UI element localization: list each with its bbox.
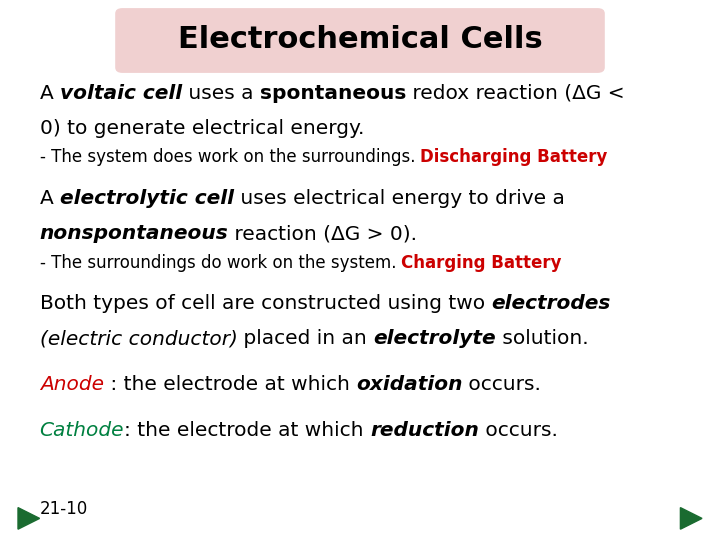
Text: electrolyte: electrolyte xyxy=(374,329,496,348)
Text: oxidation: oxidation xyxy=(356,375,462,394)
Text: reduction: reduction xyxy=(370,421,479,440)
Text: Discharging Battery: Discharging Battery xyxy=(420,148,608,166)
Text: occurs.: occurs. xyxy=(462,375,541,394)
Text: uses electrical energy to drive a: uses electrical energy to drive a xyxy=(234,189,564,208)
Text: nonspontaneous: nonspontaneous xyxy=(40,224,228,243)
Text: (electric conductor): (electric conductor) xyxy=(40,329,238,348)
Text: uses a: uses a xyxy=(182,84,260,103)
FancyBboxPatch shape xyxy=(115,8,605,73)
Text: - The system does work on the surroundings.: - The system does work on the surroundin… xyxy=(40,148,420,166)
Text: Cathode: Cathode xyxy=(40,421,124,440)
Text: placed in an: placed in an xyxy=(238,329,374,348)
Text: spontaneous: spontaneous xyxy=(260,84,406,103)
Polygon shape xyxy=(18,508,40,529)
Text: 0) to generate electrical energy.: 0) to generate electrical energy. xyxy=(40,119,364,138)
Text: Both types of cell are constructed using two: Both types of cell are constructed using… xyxy=(40,294,491,313)
Text: solution.: solution. xyxy=(496,329,589,348)
Text: - The surroundings do work on the system.: - The surroundings do work on the system… xyxy=(40,254,401,272)
Text: Charging Battery: Charging Battery xyxy=(401,254,562,272)
Text: Anode: Anode xyxy=(40,375,104,394)
Text: : the electrode at which: : the electrode at which xyxy=(124,421,370,440)
Text: occurs.: occurs. xyxy=(479,421,558,440)
Polygon shape xyxy=(680,508,702,529)
Text: Electrochemical Cells: Electrochemical Cells xyxy=(178,25,542,54)
Text: : the electrode at which: : the electrode at which xyxy=(104,375,356,394)
Text: redox reaction (ΔG <: redox reaction (ΔG < xyxy=(406,84,625,103)
Text: A: A xyxy=(40,84,60,103)
Text: electrodes: electrodes xyxy=(491,294,611,313)
Text: 21-10: 21-10 xyxy=(40,501,88,518)
Text: electrolytic cell: electrolytic cell xyxy=(60,189,234,208)
Text: reaction (ΔG > 0).: reaction (ΔG > 0). xyxy=(228,224,418,243)
Text: voltaic cell: voltaic cell xyxy=(60,84,182,103)
Text: A: A xyxy=(40,189,60,208)
